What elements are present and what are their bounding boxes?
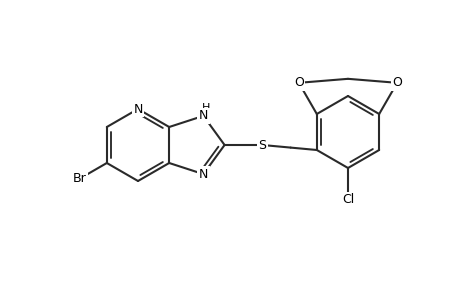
Text: N: N: [198, 110, 207, 122]
Text: H: H: [201, 103, 210, 113]
Text: N: N: [198, 168, 207, 181]
Text: N: N: [133, 103, 142, 116]
Text: Br: Br: [73, 172, 86, 185]
Text: S: S: [258, 139, 266, 152]
Text: O: O: [392, 76, 401, 89]
Text: N: N: [198, 110, 207, 122]
Text: Cl: Cl: [341, 193, 353, 206]
Text: O: O: [293, 76, 303, 89]
